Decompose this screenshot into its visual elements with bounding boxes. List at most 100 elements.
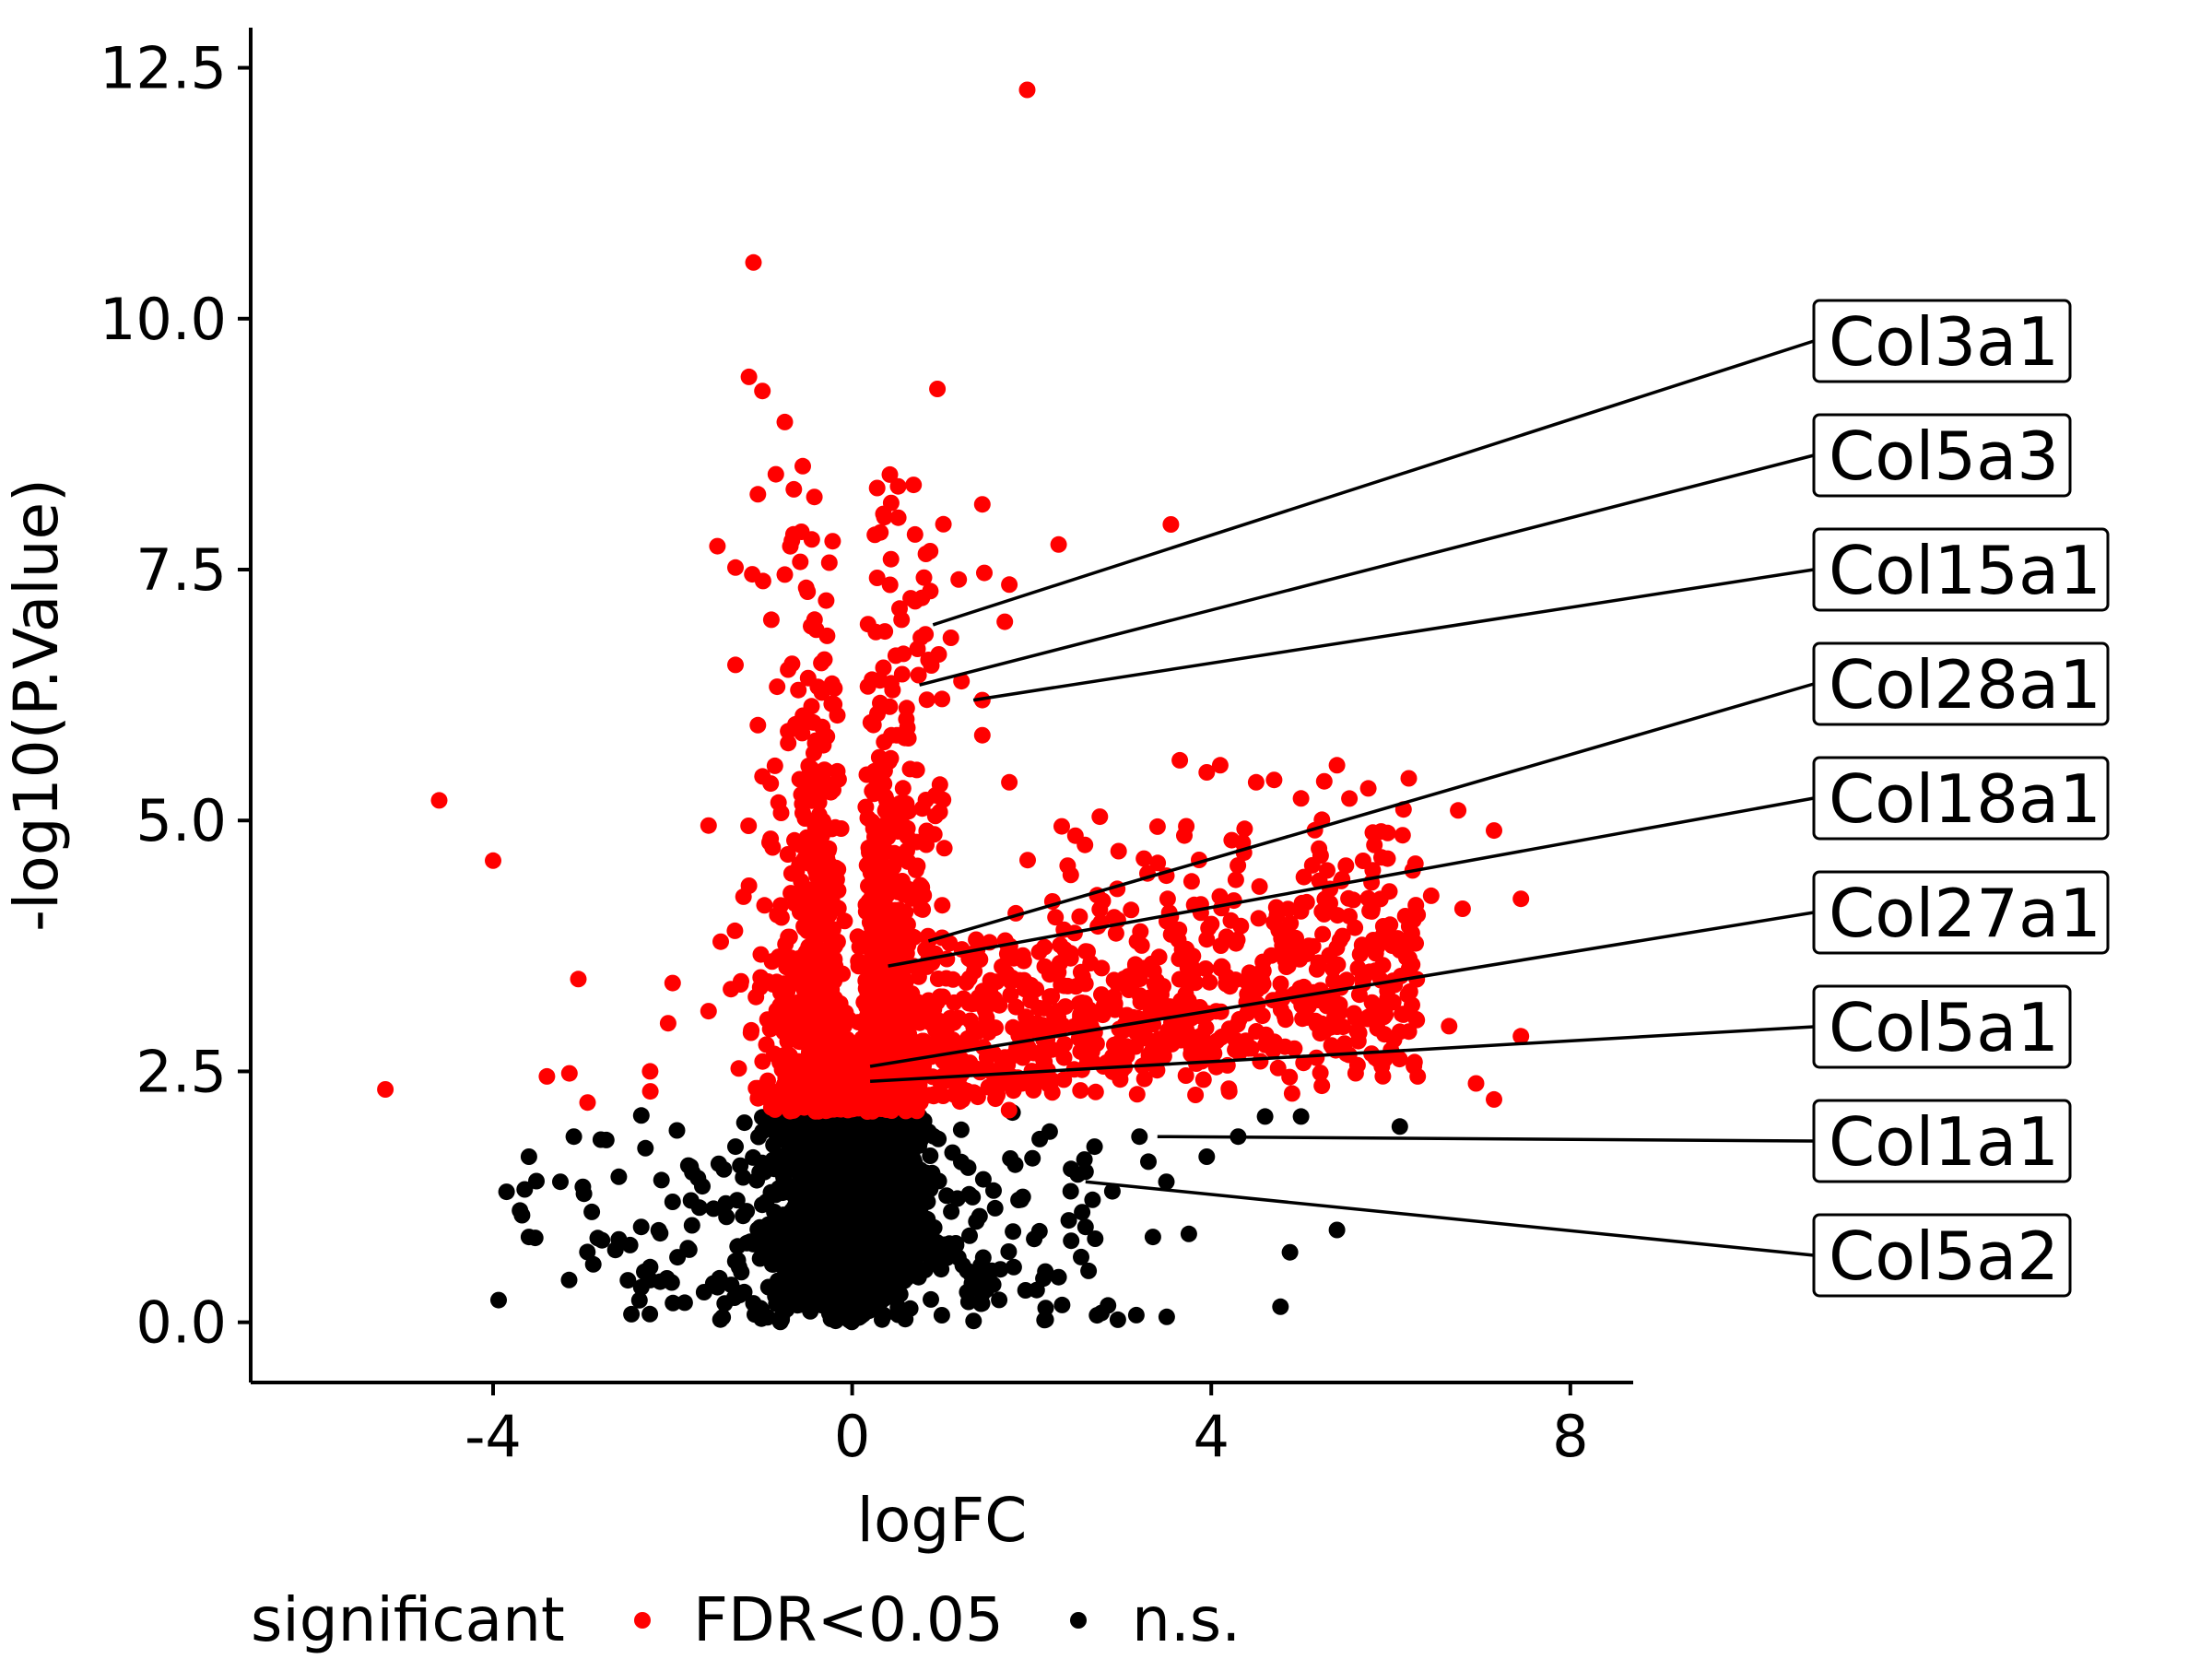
ns-point xyxy=(528,1172,545,1190)
ns-point xyxy=(1077,1163,1094,1181)
ns-point xyxy=(959,1293,977,1311)
significant-point xyxy=(1123,901,1140,919)
significant-point xyxy=(754,572,771,590)
ns-point xyxy=(632,1107,650,1124)
significant-point xyxy=(1086,1024,1103,1041)
significant-point xyxy=(1394,827,1411,844)
ns-point xyxy=(923,1233,940,1251)
ns-point xyxy=(1026,1230,1043,1248)
ns-point xyxy=(641,1271,659,1288)
significant-point xyxy=(1351,946,1369,963)
significant-point xyxy=(1182,953,1199,971)
significant-point xyxy=(926,807,944,825)
ns-point xyxy=(1198,1148,1216,1165)
significant-point xyxy=(865,762,883,780)
ns-point xyxy=(754,1154,771,1171)
ns-point xyxy=(498,1183,515,1201)
significant-point xyxy=(872,524,889,541)
significant-point xyxy=(1325,972,1342,990)
significant-point xyxy=(769,678,786,696)
ns-point xyxy=(777,1156,794,1173)
significant-point xyxy=(1019,852,1036,869)
ns-point xyxy=(574,1178,592,1195)
ns-point xyxy=(695,1284,712,1300)
significant-point xyxy=(756,897,773,914)
ns-point xyxy=(861,1247,878,1265)
ns-point xyxy=(650,1221,667,1239)
ns-point xyxy=(592,1131,609,1148)
significant-point xyxy=(1331,1004,1348,1021)
ns-point xyxy=(828,1290,844,1308)
ns-point xyxy=(783,1117,800,1135)
ns-point xyxy=(784,1256,802,1274)
ns-point xyxy=(1281,1243,1299,1261)
ns-point xyxy=(1158,1308,1175,1325)
significant-point xyxy=(931,776,948,794)
ns-point xyxy=(1063,1232,1080,1250)
significant-point xyxy=(1347,1065,1364,1082)
significant-point xyxy=(945,971,961,988)
ns-point xyxy=(738,1203,756,1220)
ns-point xyxy=(682,1192,700,1209)
ns-point xyxy=(1035,1270,1053,1288)
ns-point xyxy=(793,1159,810,1176)
significant-point xyxy=(1203,915,1220,933)
significant-point xyxy=(910,666,927,684)
significant-point xyxy=(1293,894,1311,912)
significant-point xyxy=(775,1076,793,1093)
significant-point xyxy=(876,775,893,793)
ns-point xyxy=(947,1235,964,1252)
ns-point xyxy=(943,1203,960,1220)
ns-point xyxy=(820,1238,838,1255)
ns-point xyxy=(769,1272,786,1289)
ns-point xyxy=(641,1305,659,1323)
ns-point xyxy=(851,1135,868,1153)
ns-point xyxy=(968,1213,985,1230)
ns-point xyxy=(808,1281,826,1299)
ns-point xyxy=(847,1253,864,1271)
significant-point xyxy=(882,550,900,568)
significant-point xyxy=(759,973,777,990)
significant-point xyxy=(1341,908,1358,925)
significant-point xyxy=(881,698,899,715)
significant-point xyxy=(1072,1082,1089,1100)
ns-point xyxy=(727,1138,744,1156)
ns-point xyxy=(552,1173,569,1191)
ns-point xyxy=(865,1158,883,1175)
significant-point xyxy=(1132,994,1149,1011)
significant-point xyxy=(1110,842,1127,860)
significant-point xyxy=(761,1020,779,1038)
ns-point xyxy=(725,1289,743,1306)
ns-point xyxy=(1006,1156,1024,1173)
significant-point xyxy=(1236,820,1253,838)
significant-point xyxy=(1324,960,1342,978)
ns-point xyxy=(961,1227,978,1244)
significant-point xyxy=(1359,889,1377,907)
ns-point xyxy=(665,1294,682,1312)
significant-point xyxy=(786,831,803,849)
ns-point xyxy=(715,1160,733,1178)
ns-point xyxy=(974,1171,992,1188)
significant-point xyxy=(1257,1026,1275,1043)
significant-point xyxy=(796,810,814,827)
ns-point xyxy=(924,1164,941,1182)
significant-point xyxy=(773,1061,791,1078)
significant-point xyxy=(907,861,924,878)
significant-point xyxy=(1315,772,1333,790)
significant-point xyxy=(780,735,797,752)
significant-point xyxy=(919,927,936,945)
ns-point xyxy=(632,1218,650,1236)
ns-point xyxy=(1158,1173,1175,1191)
significant-point xyxy=(917,941,935,959)
significant-point xyxy=(1047,909,1065,926)
significant-point xyxy=(790,950,807,967)
significant-point xyxy=(889,477,907,495)
ns-point xyxy=(653,1171,670,1189)
ns-point xyxy=(874,1311,890,1328)
significant-point xyxy=(784,525,802,543)
significant-point xyxy=(1051,955,1068,971)
significant-point xyxy=(1367,945,1384,962)
ns-point xyxy=(520,1229,537,1246)
ns-point xyxy=(676,1294,693,1312)
ns-point xyxy=(861,1119,878,1136)
